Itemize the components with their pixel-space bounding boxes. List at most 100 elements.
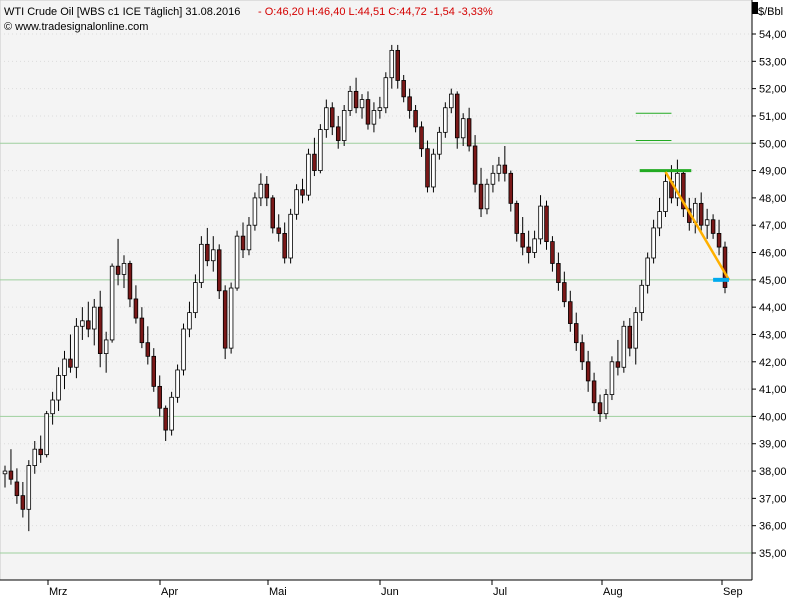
candle: [139, 307, 145, 349]
candle: [698, 192, 704, 231]
candle: [181, 323, 186, 376]
candle: [216, 244, 222, 299]
candle: [568, 290, 573, 332]
x-tick-label: Aug: [603, 586, 623, 598]
candle: [175, 364, 180, 403]
header-website: © www.tradesignalonline.com: [4, 21, 148, 33]
candle: [133, 285, 139, 324]
candle: [484, 178, 490, 215]
y-axis: 54,00 53,00 52,00 51,00 50,00 49,00 48,00 47,00…: [751, 0, 787, 580]
candle: [651, 219, 656, 264]
candle: [50, 391, 55, 425]
candle: [466, 107, 472, 152]
candle: [597, 394, 603, 422]
candle: [163, 405, 168, 442]
candle: [103, 331, 109, 373]
candle: [704, 208, 710, 239]
candle: [675, 159, 680, 207]
candle: [365, 91, 371, 130]
x-tick-label: Jul: [493, 586, 507, 598]
yellow-trendline[interactable]: [664, 171, 731, 281]
y-tick-label: 44,00: [759, 302, 787, 314]
candle: [562, 271, 567, 308]
candle: [246, 217, 252, 256]
candle: [97, 290, 103, 368]
candle: [8, 449, 14, 485]
candle: [222, 285, 228, 360]
candle: [389, 44, 395, 89]
scroll-handle-icon[interactable]: [752, 2, 758, 14]
y-tick-label: 43,00: [759, 329, 787, 341]
y-tick-label: 42,00: [759, 357, 787, 369]
candle: [633, 307, 638, 365]
y-tick-label: 38,00: [759, 466, 787, 478]
candle: [20, 481, 26, 518]
candle: [520, 217, 525, 256]
candle: [193, 274, 198, 319]
y-tick-label: 49,00: [759, 166, 787, 178]
candle: [395, 44, 400, 89]
candle: [443, 102, 448, 138]
candle: [454, 91, 460, 149]
candle: [573, 312, 579, 351]
candle: [335, 115, 341, 149]
x-tick-label: Jun: [381, 586, 399, 598]
candle: [252, 192, 258, 231]
y-tick-label: 45,00: [759, 275, 787, 287]
candle: [627, 318, 633, 357]
candle: [377, 96, 383, 119]
candle: [56, 367, 61, 411]
candle: [86, 301, 91, 338]
candle: [330, 102, 335, 136]
candle: [38, 435, 43, 463]
candle-series: [2, 44, 728, 532]
candle: [300, 178, 305, 204]
candle: [282, 222, 287, 264]
y-tick-label: 54,00: [759, 29, 787, 41]
candle: [609, 356, 615, 401]
candle: [419, 121, 424, 157]
candle: [324, 99, 329, 138]
candle: [478, 167, 484, 218]
candle: [371, 102, 377, 133]
candle: [716, 219, 722, 256]
candle: [199, 236, 204, 289]
candle: [240, 222, 246, 258]
candle: [383, 72, 389, 114]
candle: [294, 184, 299, 220]
candle: [413, 105, 418, 133]
y-tick-label: 39,00: [759, 439, 787, 451]
candle: [425, 140, 430, 193]
candle: [258, 173, 264, 207]
x-tick-label: Apr: [161, 586, 178, 598]
candle: [621, 320, 627, 373]
candle: [615, 339, 621, 376]
candle: [681, 170, 686, 218]
candle: [14, 468, 20, 504]
candle: [157, 375, 162, 417]
candle: [579, 334, 585, 370]
candle: [401, 74, 406, 103]
candle: [169, 391, 174, 436]
candle: [508, 170, 514, 212]
candle: [532, 230, 537, 258]
header-symbol: WTI Crude Oil [WBS c1 ICE Täglich] 31.08…: [4, 6, 240, 18]
candle: [228, 282, 234, 354]
y-unit-label: $/Bbl: [758, 6, 783, 18]
candle: [544, 200, 549, 250]
candle: [115, 238, 121, 286]
x-tick-label: Mai: [269, 586, 287, 598]
candle: [514, 200, 519, 242]
candle: [32, 441, 37, 474]
candle: [526, 230, 531, 264]
candle: [585, 350, 591, 392]
candle: [276, 214, 281, 242]
header-ohlc: - O:46,20 H:46,40 L:44,51 C:44,72 -1,54 …: [258, 6, 493, 18]
candle: [347, 85, 353, 116]
candle: [151, 348, 157, 392]
y-tick-label: 50,00: [759, 138, 787, 150]
candle: [710, 214, 716, 239]
candle: [496, 156, 502, 182]
